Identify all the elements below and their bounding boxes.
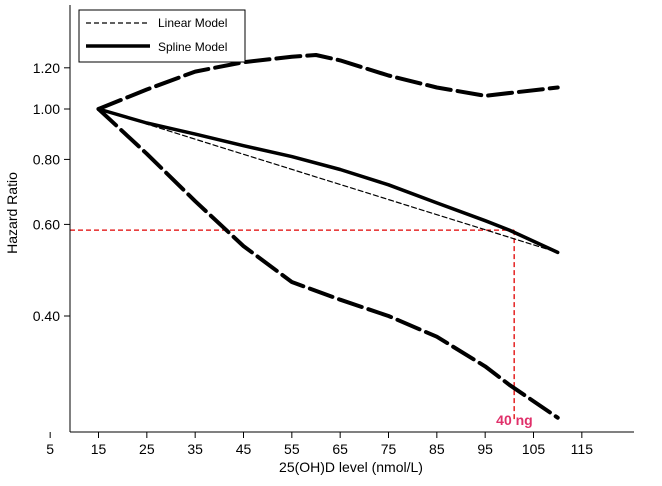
x-tick-label: 105 xyxy=(522,441,546,457)
spline-model-line xyxy=(96,107,560,255)
x-tick-label: 5 xyxy=(46,441,54,457)
legend-label-linear: Linear Model xyxy=(158,16,227,30)
x-axis-title: 25(OH)D level (nmol/L) xyxy=(279,459,423,475)
legend: Linear Model Spline Model xyxy=(78,9,246,63)
x-tick-label: 35 xyxy=(187,441,203,457)
x-tick-label: 45 xyxy=(236,441,252,457)
x-tick-label: 75 xyxy=(381,441,397,457)
x-tick-label: 15 xyxy=(91,441,107,457)
x-tick-label: 55 xyxy=(284,441,300,457)
y-tick-label: 1.20 xyxy=(33,60,60,76)
spline-lower-ci-line xyxy=(96,107,560,420)
y-tick-label: 1.00 xyxy=(33,101,60,117)
y-tick-label: 0.40 xyxy=(33,308,60,324)
annotation-40ng: 40 ng xyxy=(496,412,533,428)
legend-label-spline: Spline Model xyxy=(158,40,227,54)
y-tick-label: 0.60 xyxy=(33,216,60,232)
x-tick-label: 95 xyxy=(477,441,493,457)
x-tick-label: 65 xyxy=(332,441,348,457)
x-tick-label: 115 xyxy=(571,441,594,457)
linear-model-line xyxy=(97,108,559,253)
legend-box xyxy=(78,9,246,63)
spline-upper-ci-line xyxy=(96,53,560,111)
x-tick-label: 25 xyxy=(139,441,155,457)
x-tick-label: 85 xyxy=(429,441,445,457)
y-tick-label: 0.80 xyxy=(33,151,60,167)
y-axis-title: Hazard Ratio xyxy=(4,172,20,254)
